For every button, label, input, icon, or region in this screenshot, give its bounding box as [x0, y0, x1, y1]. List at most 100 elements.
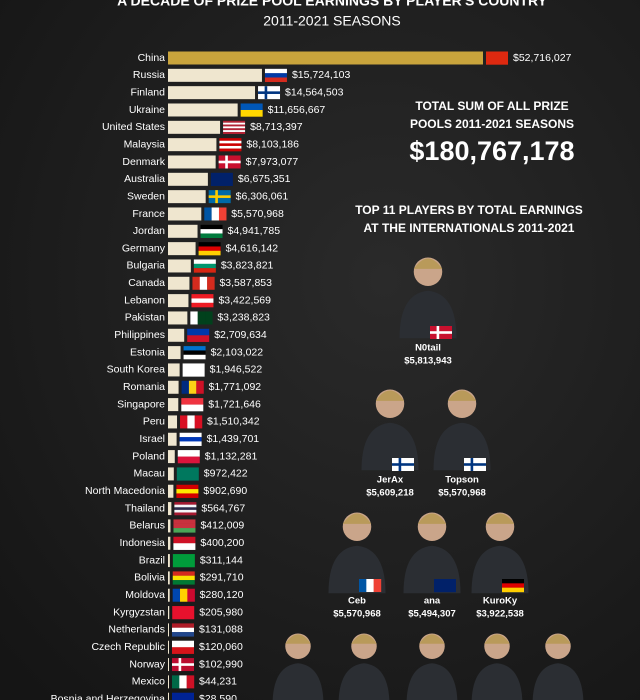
bar: [168, 588, 170, 602]
flag-stripe: [183, 354, 206, 360]
flag: [172, 658, 194, 672]
player-hair: [419, 634, 445, 644]
bar: [168, 242, 196, 256]
value-label: $564,767: [201, 502, 245, 514]
flag-stripe: [207, 276, 215, 290]
flag-stripe: [181, 398, 204, 405]
flag-stripe: [187, 588, 195, 602]
category-label: Israel: [139, 433, 165, 445]
player-photo: [406, 633, 458, 700]
value-label: $3,422,569: [218, 294, 271, 306]
chart-subtitle: 2011-2021 SEASONS: [263, 13, 401, 29]
bar: [168, 103, 238, 117]
value-label: $1,132,281: [205, 450, 258, 462]
value-label: $11,656,667: [268, 104, 326, 116]
flag-stripe: [172, 623, 194, 628]
value-label: $400,200: [200, 537, 244, 549]
player-hair: [484, 634, 510, 644]
flag: [180, 415, 203, 429]
player-hair: [545, 634, 571, 644]
flag-stripe: [223, 120, 246, 123]
flag-stripe: [181, 380, 190, 394]
flag-stripe: [198, 242, 221, 247]
flag-stripe: [173, 519, 196, 524]
bar: [168, 328, 185, 342]
player-hair: [413, 258, 443, 269]
flag-stripe: [359, 579, 367, 592]
bar: [168, 519, 171, 533]
flag-stripe: [186, 675, 195, 689]
flag-stripe: [502, 579, 524, 584]
flag-cross: [208, 195, 231, 198]
flag-stripe: [176, 484, 199, 490]
value-label: $4,616,142: [226, 242, 279, 254]
flag-stripe: [223, 122, 246, 125]
flag-stripe: [172, 571, 195, 576]
flag: [183, 346, 206, 360]
total-title: POOLS 2011-2021 SEASONS: [410, 117, 574, 131]
value-label: $280,120: [200, 589, 244, 601]
total-title: TOTAL SUM OF ALL PRIZE: [415, 99, 568, 113]
flag-stripe: [181, 404, 204, 412]
bar: [168, 467, 174, 481]
category-label: United States: [102, 121, 165, 133]
category-label: Kyrgyzstan: [113, 606, 165, 618]
flag-stripe: [176, 467, 199, 481]
value-label: $3,823,821: [221, 260, 274, 272]
flag-stripe: [223, 130, 246, 133]
flag: [172, 554, 195, 568]
bar: [168, 207, 202, 221]
category-label: Denmark: [122, 156, 165, 168]
flag: [430, 326, 452, 339]
player-hair: [285, 634, 311, 644]
flag-stripe: [180, 415, 188, 429]
players-title: TOP 11 PLAYERS BY TOTAL EARNINGS: [355, 203, 583, 217]
flag: [392, 458, 414, 471]
value-label: $131,088: [199, 624, 243, 636]
player-hair: [417, 513, 447, 524]
category-label: Peru: [143, 416, 165, 428]
bar: [168, 571, 170, 585]
value-label: $3,238,823: [217, 312, 270, 324]
bar: [168, 484, 174, 498]
flag-stripe: [172, 647, 194, 654]
flag-stripe: [172, 627, 194, 633]
flag: [172, 675, 195, 689]
flag-stripe: [179, 437, 202, 442]
flag-stripe: [182, 363, 205, 377]
flag-stripe: [223, 124, 246, 127]
player-photo: [272, 633, 324, 700]
bar: [168, 259, 191, 273]
flag-stripe: [179, 441, 202, 446]
flag-stripe: [193, 259, 216, 264]
flag: [172, 571, 195, 585]
flag-stripe: [173, 543, 196, 550]
player-hair: [485, 513, 515, 524]
flag: [204, 207, 227, 221]
flag-stripe: [219, 140, 242, 144]
player-earnings: $5,494,307: [408, 609, 456, 620]
flag: [193, 259, 216, 273]
bar: [168, 138, 217, 152]
value-label: $1,721,646: [208, 398, 261, 410]
flag-stripe: [219, 145, 242, 149]
flag-stripe: [200, 233, 223, 238]
flag: [176, 467, 199, 481]
player-body: [532, 663, 584, 700]
flag-stripe: [486, 51, 508, 65]
flag-stripe: [172, 692, 194, 700]
value-label: $102,990: [199, 658, 243, 670]
value-label: $972,422: [204, 468, 248, 480]
flag-stripe: [502, 587, 524, 593]
flag-stripe: [264, 73, 287, 78]
value-label: $6,675,351: [238, 173, 291, 185]
flag: [174, 502, 197, 516]
flag-stripe: [219, 143, 242, 147]
category-label: Pakistan: [125, 312, 165, 324]
category-label: Bulgaria: [126, 260, 165, 272]
category-label: Philippines: [114, 329, 165, 341]
player-body: [338, 663, 390, 700]
value-label: $2,103,022: [211, 346, 264, 358]
flag-stripe: [183, 350, 206, 355]
flag-stripe: [193, 263, 216, 269]
